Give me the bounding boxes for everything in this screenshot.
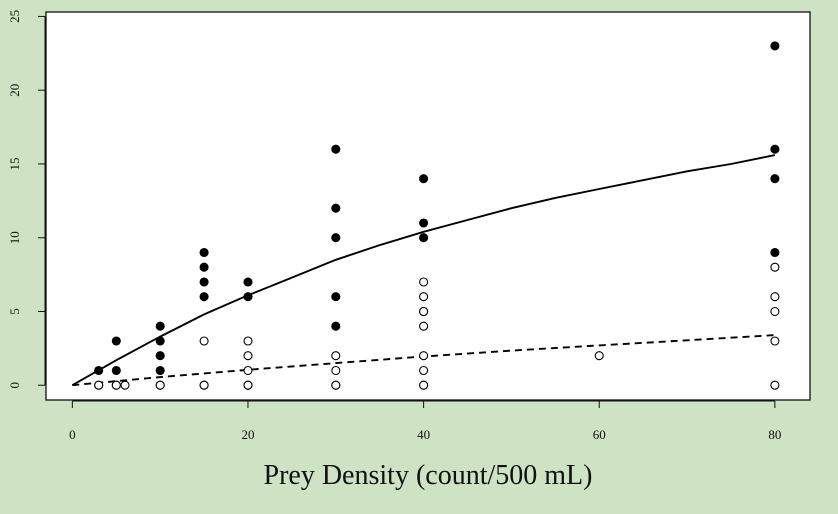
open-data-point [243,380,253,390]
open-data-point [419,306,429,317]
solid-fit-curve [71,154,776,387]
open-data-point [155,380,165,390]
y-tick-label: 5 [7,308,22,315]
filled-data-point [331,321,341,331]
filled-data-point [770,144,780,154]
filled-data-point [419,218,429,228]
filled-data-point [243,292,253,302]
open-data-point [331,380,341,390]
open-data-point [243,351,253,361]
y-tick-label: 0 [7,382,22,389]
filled-data-point [94,365,104,376]
x-tick-label: 20 [241,427,254,442]
x-axis: 0 20 40 60 80 [69,400,781,442]
filled-data-point [111,336,121,346]
open-data-point [111,380,121,390]
plot-frame [45,11,811,401]
open-data-point [243,336,253,346]
filled-data-point [199,277,209,287]
open-data-point [94,380,104,390]
plot-area [46,12,810,400]
filled-data-point [155,351,165,361]
filled-data-point [155,336,165,346]
filled-data-point [199,247,209,258]
filled-data-point [155,321,165,331]
open-data-point [419,277,429,287]
open-data-point [419,380,429,390]
y-tick-label: 10 [7,231,22,244]
open-data-point [243,365,253,376]
filled-data-point [419,174,429,184]
filled-data-point [770,247,780,258]
filled-data-point [111,365,121,376]
filled-data-point [155,365,165,376]
filled-data-point [331,233,341,243]
y-tick-label: 15 [7,157,22,170]
x-tick-label: 40 [417,427,430,442]
filled-data-point [199,292,209,302]
open-data-point [331,365,341,376]
open-data-point [770,336,780,346]
y-tick-label: 20 [7,84,22,97]
filled-data-point [770,174,780,184]
x-tick-label: 60 [593,427,606,442]
open-data-point [419,292,429,302]
y-axis: 0 5 10 15 20 25 [7,10,46,389]
filled-data-point [331,144,341,154]
open-data-point [419,351,429,361]
open-data-point [419,365,429,376]
open-data-point [199,380,209,390]
filled-data-point [331,292,341,302]
filled-data-point [419,233,429,243]
open-data-point [770,292,780,302]
open-data-point [331,351,341,361]
open-data-point [419,321,429,331]
open-data-point [594,351,604,361]
x-axis-title: Prey Density (count/500 mL) [264,460,593,491]
filled-data-point [331,203,341,213]
open-data-point [770,380,780,390]
filled-data-point [243,277,253,287]
data-points [94,41,780,390]
filled-data-point [199,262,209,272]
open-data-point [199,336,209,346]
x-tick-label: 80 [768,427,781,442]
open-data-point [120,380,130,390]
filled-data-point [770,41,780,51]
open-data-point [770,306,780,317]
open-data-point [770,262,780,272]
y-tick-label: 25 [7,10,22,23]
x-tick-label: 0 [69,427,76,442]
